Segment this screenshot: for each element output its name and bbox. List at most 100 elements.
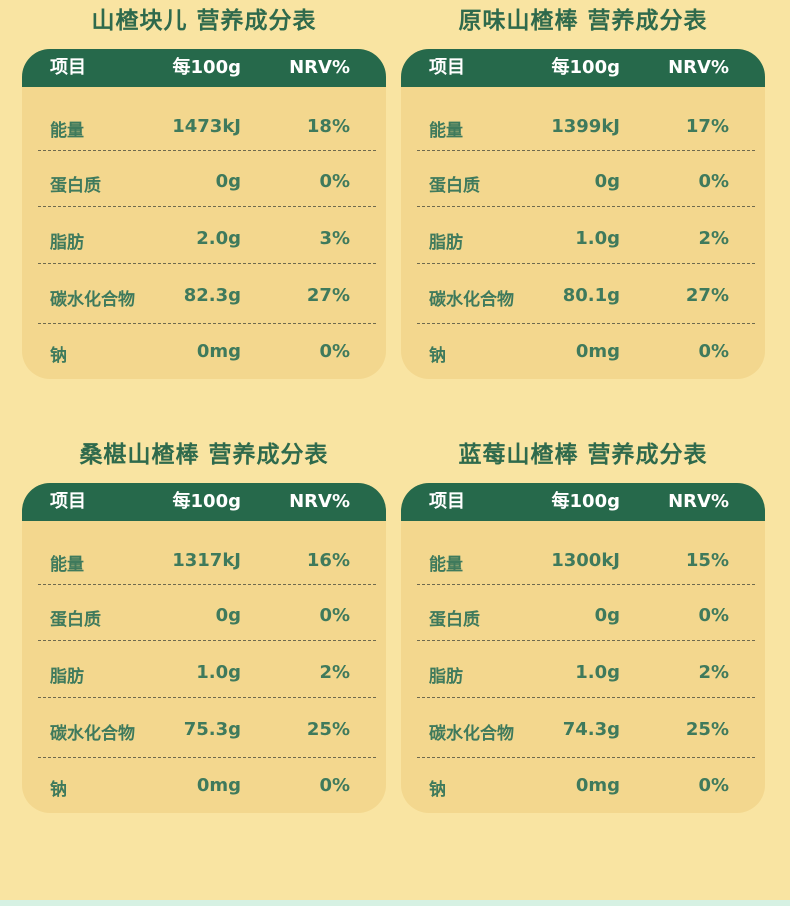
row-name: 蛋白质: [50, 176, 101, 196]
row-divider: [38, 697, 376, 698]
header-per100g: 每100g: [172, 491, 241, 512]
row-nrv: 25%: [685, 719, 729, 740]
row-nrv: 17%: [685, 116, 729, 137]
row-name: 钠: [50, 780, 67, 800]
panel-title: 蓝莓山楂棒 营养成分表: [458, 442, 708, 468]
row-name: 能量: [429, 121, 463, 141]
row-divider: [38, 206, 376, 207]
table-header: 项目 每100g NRV%: [22, 483, 386, 521]
table-row-protein: 蛋白质 0g 0%: [22, 154, 386, 210]
table-row-fat: 脂肪 1.0g 2%: [401, 211, 765, 267]
row-nrv: 0%: [319, 171, 350, 192]
row-nrv: 2%: [698, 228, 729, 249]
row-amount: 1317kJ: [172, 550, 241, 571]
row-amount: 1.0g: [575, 662, 620, 683]
table-row-protein: 蛋白质 0g 0%: [401, 588, 765, 644]
row-amount: 0mg: [196, 341, 241, 362]
row-nrv: 0%: [698, 171, 729, 192]
table-header: 项目 每100g NRV%: [401, 483, 765, 521]
panel-title: 桑椹山楂棒 营养成分表: [79, 442, 329, 468]
table-row-sodium: 钠 0mg 0%: [22, 758, 386, 813]
row-amount: 0g: [594, 605, 620, 626]
table-row-fat: 脂肪 1.0g 2%: [401, 645, 765, 701]
row-name: 蛋白质: [50, 610, 101, 630]
row-name: 碳水化合物: [429, 290, 514, 310]
table-row-carbohydrate: 碳水化合物 75.3g 25%: [22, 702, 386, 758]
table-header: 项目 每100g NRV%: [401, 49, 765, 87]
row-amount: 0mg: [575, 775, 620, 796]
row-name: 碳水化合物: [429, 724, 514, 744]
row-nrv: 16%: [306, 550, 350, 571]
row-nrv: 15%: [685, 550, 729, 571]
table-row-sodium: 钠 0mg 0%: [401, 324, 765, 379]
table-row-energy: 能量 1317kJ 16%: [22, 533, 386, 589]
header-nrv: NRV%: [668, 57, 729, 78]
row-divider: [38, 584, 376, 585]
row-name: 蛋白质: [429, 610, 480, 630]
row-name: 脂肪: [429, 667, 463, 687]
row-divider: [38, 757, 376, 758]
row-name: 能量: [50, 555, 84, 575]
panel-title: 原味山楂棒 营养成分表: [458, 8, 708, 34]
header-item: 项目: [429, 491, 465, 512]
row-divider: [417, 640, 755, 641]
row-divider: [417, 323, 755, 324]
row-nrv: 27%: [306, 285, 350, 306]
row-divider: [417, 757, 755, 758]
row-amount: 1300kJ: [551, 550, 620, 571]
row-divider: [38, 263, 376, 264]
row-name: 钠: [429, 780, 446, 800]
row-name: 脂肪: [50, 233, 84, 253]
row-nrv: 25%: [306, 719, 350, 740]
table-row-sodium: 钠 0mg 0%: [401, 758, 765, 813]
table-row-protein: 蛋白质 0g 0%: [401, 154, 765, 210]
table-row-fat: 脂肪 2.0g 3%: [22, 211, 386, 267]
row-amount: 0g: [215, 171, 241, 192]
row-amount: 82.3g: [183, 285, 241, 306]
row-amount: 75.3g: [183, 719, 241, 740]
row-amount: 1.0g: [196, 662, 241, 683]
row-name: 蛋白质: [429, 176, 480, 196]
nutrition-table: 项目 每100g NRV% 能量 1399kJ 17% 蛋白质 0g 0% 脂肪…: [401, 49, 765, 379]
row-name: 碳水化合物: [50, 290, 135, 310]
table-row-carbohydrate: 碳水化合物 82.3g 27%: [22, 268, 386, 324]
row-nrv: 27%: [685, 285, 729, 306]
panel-title: 山楂块儿 营养成分表: [91, 8, 317, 34]
row-divider: [38, 323, 376, 324]
row-name: 碳水化合物: [50, 724, 135, 744]
bottom-strip: [0, 900, 790, 906]
table-row-carbohydrate: 碳水化合物 74.3g 25%: [401, 702, 765, 758]
table-row-energy: 能量 1399kJ 17%: [401, 99, 765, 155]
table-row-fat: 脂肪 1.0g 2%: [22, 645, 386, 701]
row-name: 能量: [429, 555, 463, 575]
header-per100g: 每100g: [551, 57, 620, 78]
table-row-carbohydrate: 碳水化合物 80.1g 27%: [401, 268, 765, 324]
row-nrv: 0%: [698, 341, 729, 362]
row-amount: 1473kJ: [172, 116, 241, 137]
row-nrv: 0%: [698, 605, 729, 626]
row-nrv: 3%: [319, 228, 350, 249]
row-name: 能量: [50, 121, 84, 141]
header-nrv: NRV%: [289, 57, 350, 78]
row-amount: 0mg: [196, 775, 241, 796]
row-nrv: 0%: [319, 775, 350, 796]
row-nrv: 0%: [319, 605, 350, 626]
table-row-energy: 能量 1300kJ 15%: [401, 533, 765, 589]
row-amount: 1.0g: [575, 228, 620, 249]
row-name: 钠: [50, 346, 67, 366]
row-divider: [38, 150, 376, 151]
nutrition-table: 项目 每100g NRV% 能量 1300kJ 15% 蛋白质 0g 0% 脂肪…: [401, 483, 765, 813]
header-nrv: NRV%: [668, 491, 729, 512]
row-nrv: 0%: [319, 341, 350, 362]
row-amount: 74.3g: [562, 719, 620, 740]
row-nrv: 0%: [698, 775, 729, 796]
header-nrv: NRV%: [289, 491, 350, 512]
row-nrv: 2%: [319, 662, 350, 683]
row-amount: 2.0g: [196, 228, 241, 249]
table-header: 项目 每100g NRV%: [22, 49, 386, 87]
table-row-energy: 能量 1473kJ 18%: [22, 99, 386, 155]
table-row-protein: 蛋白质 0g 0%: [22, 588, 386, 644]
row-divider: [417, 584, 755, 585]
row-divider: [417, 150, 755, 151]
row-amount: 80.1g: [562, 285, 620, 306]
